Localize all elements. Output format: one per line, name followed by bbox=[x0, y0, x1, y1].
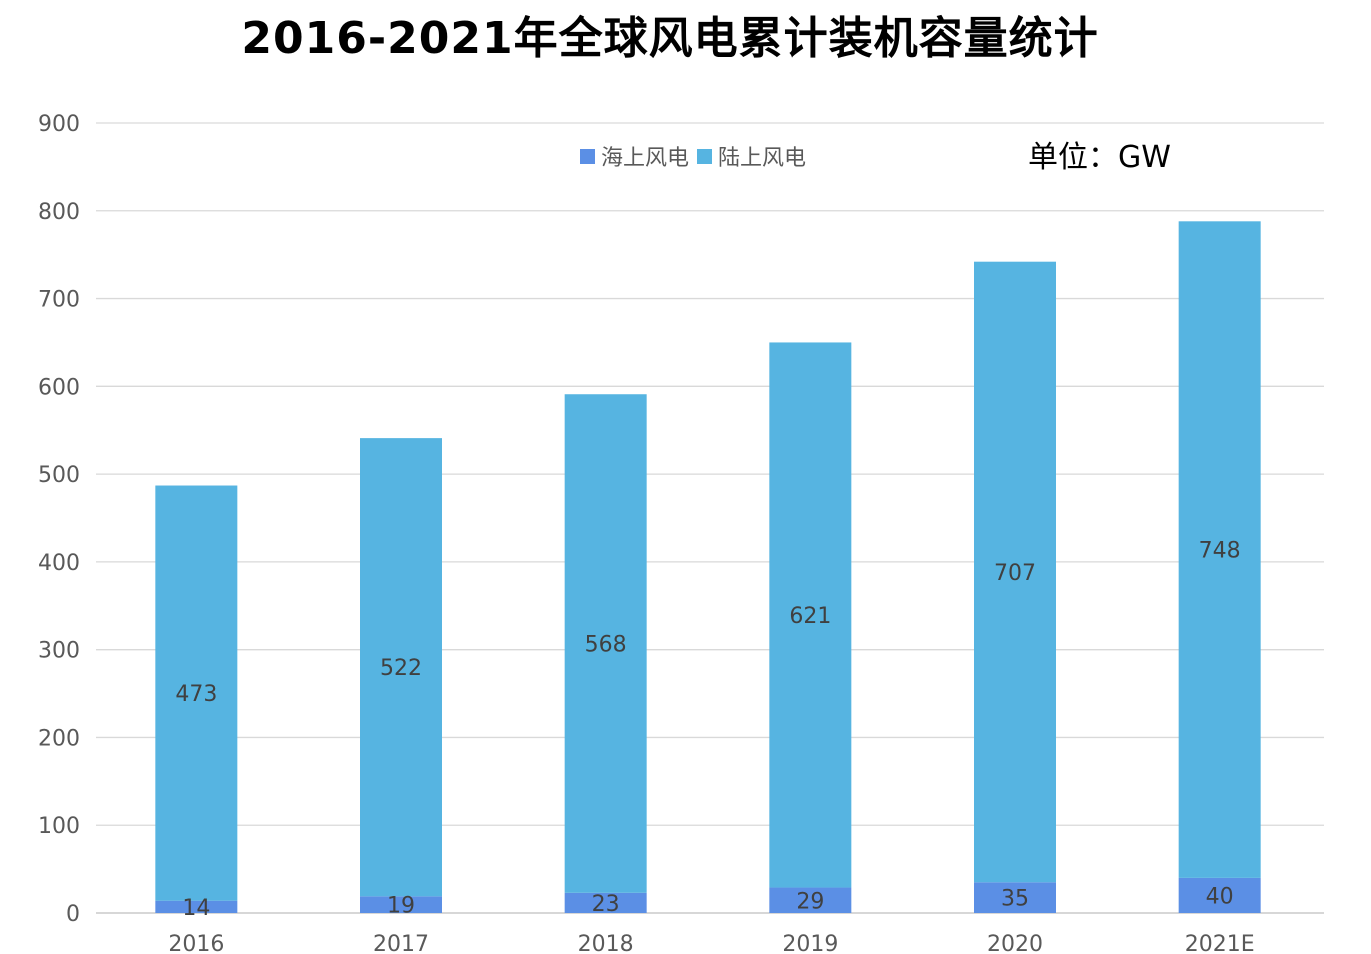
data-label-offshore: 40 bbox=[1206, 884, 1234, 909]
legend: 海上风电 陆上风电 bbox=[580, 140, 814, 172]
data-label-onshore: 621 bbox=[789, 604, 831, 629]
legend-label-onshore: 陆上风电 bbox=[718, 146, 807, 171]
bar-segment-onshore bbox=[155, 485, 238, 901]
x-tick-label: 2018 bbox=[578, 932, 634, 954]
legend-swatch-onshore bbox=[697, 148, 713, 164]
data-label-offshore: 23 bbox=[592, 892, 620, 917]
bar-segment-onshore bbox=[769, 342, 852, 888]
data-label-onshore: 748 bbox=[1199, 539, 1241, 564]
x-tick-label: 2017 bbox=[373, 932, 429, 954]
y-tick-label: 200 bbox=[38, 726, 80, 751]
data-label-offshore: 29 bbox=[796, 889, 824, 914]
bar-segment-onshore bbox=[1178, 221, 1261, 878]
y-tick-label: 0 bbox=[66, 902, 80, 927]
bar-segment-offshore bbox=[155, 900, 238, 913]
x-tick-label: 2020 bbox=[987, 932, 1043, 954]
bar-segment-offshore bbox=[769, 887, 852, 913]
legend-item-onshore: 陆上风电 bbox=[697, 140, 806, 172]
legend-label-offshore: 海上风电 bbox=[601, 146, 690, 171]
x-tick-label: 2021E bbox=[1185, 932, 1255, 954]
data-label-offshore: 19 bbox=[387, 894, 415, 919]
bar-segment-onshore bbox=[974, 261, 1056, 883]
unit-label: 单位：GW bbox=[1028, 140, 1171, 175]
y-tick-label: 300 bbox=[38, 639, 80, 664]
y-tick-label: 500 bbox=[38, 463, 80, 488]
x-tick-label: 2019 bbox=[782, 932, 838, 954]
data-label-offshore: 14 bbox=[182, 896, 210, 921]
y-tick-label: 700 bbox=[38, 288, 80, 313]
y-tick-label: 900 bbox=[38, 112, 80, 137]
data-label-onshore: 473 bbox=[175, 682, 217, 707]
data-label-onshore: 568 bbox=[585, 633, 627, 658]
legend-swatch-offshore bbox=[580, 148, 595, 164]
x-tick-label: 2016 bbox=[168, 932, 224, 954]
y-tick-label: 400 bbox=[38, 551, 80, 576]
bar-segment-offshore bbox=[360, 896, 442, 913]
y-tick-label: 100 bbox=[38, 814, 80, 839]
bar-segment-onshore bbox=[564, 394, 647, 893]
data-label-onshore: 707 bbox=[994, 561, 1036, 586]
bar-segment-onshore bbox=[360, 438, 442, 897]
y-tick-label: 600 bbox=[38, 375, 80, 400]
data-label-offshore: 35 bbox=[1001, 887, 1029, 912]
legend-item-offshore: 海上风电 bbox=[580, 140, 689, 172]
y-tick-label: 800 bbox=[38, 200, 80, 225]
bar-segment-offshore bbox=[1178, 877, 1261, 913]
chart-title: 2016-2021年全球风电累计装机容量统计 bbox=[241, 13, 1099, 64]
data-label-onshore: 522 bbox=[380, 656, 422, 681]
bar-segment-offshore bbox=[564, 892, 647, 913]
bar-segment-offshore bbox=[974, 882, 1056, 913]
